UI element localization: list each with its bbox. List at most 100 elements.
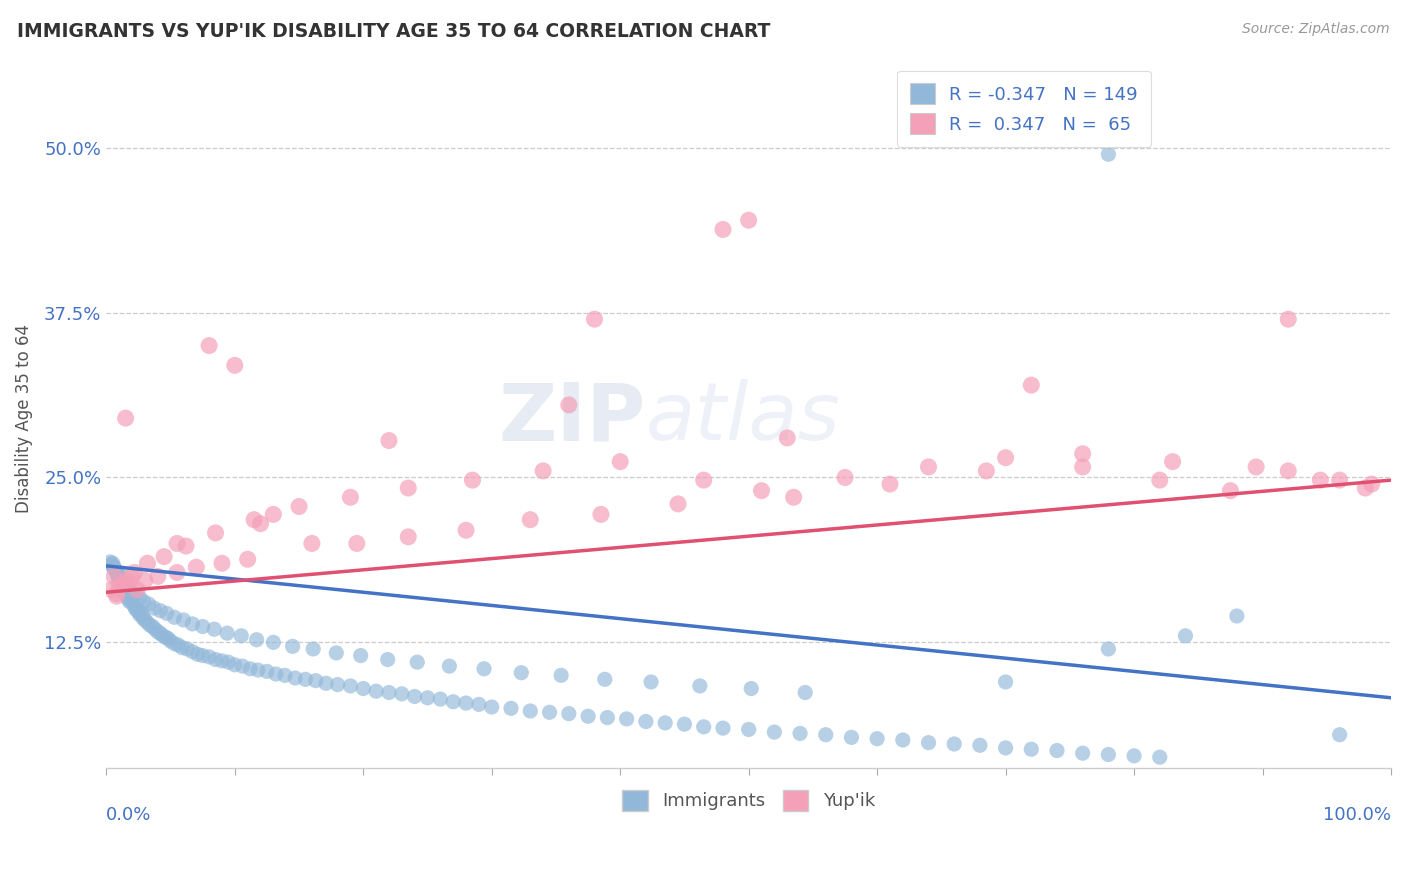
Point bbox=[101, 558, 124, 573]
Point bbox=[211, 654, 233, 668]
Point bbox=[339, 679, 361, 693]
Point bbox=[519, 513, 541, 527]
Point bbox=[391, 687, 413, 701]
Point bbox=[153, 549, 176, 564]
Point bbox=[108, 579, 131, 593]
Point bbox=[499, 701, 522, 715]
Point bbox=[288, 500, 311, 514]
Point bbox=[231, 659, 253, 673]
Point bbox=[711, 222, 734, 236]
Point bbox=[609, 455, 631, 469]
Point bbox=[439, 659, 461, 673]
Point bbox=[325, 646, 347, 660]
Point bbox=[593, 673, 616, 687]
Point bbox=[814, 728, 837, 742]
Point bbox=[917, 736, 939, 750]
Point bbox=[118, 582, 141, 597]
Point bbox=[994, 675, 1017, 690]
Point bbox=[149, 604, 172, 618]
Point bbox=[176, 642, 198, 657]
Point bbox=[751, 483, 773, 498]
Point bbox=[1071, 447, 1094, 461]
Point bbox=[125, 588, 148, 602]
Point bbox=[98, 555, 121, 569]
Point bbox=[181, 645, 204, 659]
Point bbox=[198, 338, 221, 352]
Point bbox=[114, 574, 136, 588]
Text: 100.0%: 100.0% bbox=[1323, 806, 1391, 824]
Point bbox=[834, 470, 856, 484]
Point bbox=[108, 569, 131, 583]
Point bbox=[396, 530, 419, 544]
Point bbox=[576, 709, 599, 723]
Point bbox=[217, 626, 239, 640]
Point bbox=[583, 312, 606, 326]
Point bbox=[891, 733, 914, 747]
Legend: Immigrants, Yup'ik: Immigrants, Yup'ik bbox=[614, 783, 883, 818]
Point bbox=[441, 695, 464, 709]
Point bbox=[468, 698, 491, 712]
Y-axis label: Disability Age 35 to 64: Disability Age 35 to 64 bbox=[15, 324, 32, 513]
Point bbox=[134, 613, 156, 627]
Point bbox=[191, 619, 214, 633]
Point bbox=[124, 599, 146, 614]
Point bbox=[112, 585, 135, 599]
Point bbox=[461, 473, 484, 487]
Text: atlas: atlas bbox=[645, 379, 841, 457]
Point bbox=[994, 450, 1017, 465]
Point bbox=[120, 591, 142, 606]
Point bbox=[472, 662, 495, 676]
Point bbox=[763, 725, 786, 739]
Point bbox=[217, 655, 239, 669]
Point bbox=[236, 552, 259, 566]
Point bbox=[589, 508, 612, 522]
Point bbox=[305, 673, 328, 688]
Point bbox=[666, 497, 689, 511]
Point bbox=[350, 648, 373, 663]
Point bbox=[531, 464, 554, 478]
Point bbox=[136, 615, 159, 630]
Point bbox=[711, 721, 734, 735]
Text: ZIP: ZIP bbox=[499, 379, 645, 457]
Point bbox=[1019, 378, 1042, 392]
Point bbox=[239, 662, 262, 676]
Point bbox=[121, 596, 143, 610]
Point bbox=[111, 574, 134, 588]
Point bbox=[519, 704, 541, 718]
Point bbox=[204, 525, 226, 540]
Point bbox=[105, 586, 128, 600]
Point bbox=[152, 629, 174, 643]
Point bbox=[134, 574, 156, 588]
Point bbox=[616, 712, 638, 726]
Point bbox=[204, 652, 226, 666]
Point bbox=[284, 671, 307, 685]
Point bbox=[166, 536, 188, 550]
Point bbox=[326, 677, 349, 691]
Point bbox=[100, 558, 122, 572]
Point bbox=[191, 648, 214, 663]
Point bbox=[879, 477, 901, 491]
Point bbox=[396, 481, 419, 495]
Point bbox=[118, 576, 141, 591]
Point bbox=[107, 568, 129, 582]
Point bbox=[111, 579, 134, 593]
Point bbox=[1123, 748, 1146, 763]
Point bbox=[274, 668, 297, 682]
Point bbox=[406, 655, 429, 669]
Point bbox=[246, 663, 269, 677]
Point bbox=[163, 637, 186, 651]
Point bbox=[737, 213, 759, 227]
Point bbox=[172, 613, 194, 627]
Point bbox=[142, 619, 165, 633]
Text: IMMIGRANTS VS YUP'IK DISABILITY AGE 35 TO 64 CORRELATION CHART: IMMIGRANTS VS YUP'IK DISABILITY AGE 35 T… bbox=[17, 22, 770, 41]
Point bbox=[294, 673, 316, 687]
Point bbox=[782, 490, 804, 504]
Point bbox=[104, 563, 127, 577]
Point bbox=[264, 667, 287, 681]
Point bbox=[115, 586, 138, 600]
Point bbox=[1174, 629, 1197, 643]
Point bbox=[454, 523, 477, 537]
Point bbox=[454, 696, 477, 710]
Point bbox=[352, 681, 374, 696]
Point bbox=[416, 690, 439, 705]
